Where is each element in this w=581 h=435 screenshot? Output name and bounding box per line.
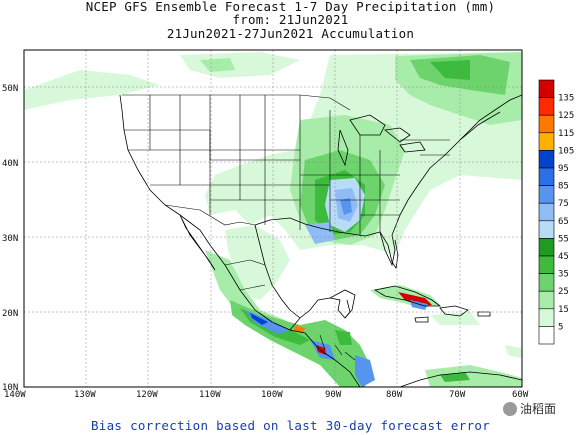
colorbar-label: 105 [558,146,574,156]
map-frame [23,49,523,388]
colorbar-swatch [538,273,555,292]
colorbar-label: 55 [558,234,569,244]
colorbar-label: 15 [558,305,569,315]
colorbar-swatch [538,238,555,257]
graticule [24,50,522,387]
lon-label: 70W [449,390,466,400]
colorbar-label: 5 [558,322,563,332]
watermark: 油稻面 [503,400,556,417]
colorbar-swatch [538,150,555,169]
colorbar-swatch [538,167,555,186]
bias-correction-caption: Bias correction based on last 30-day for… [90,418,491,433]
colorbar-swatch [538,326,555,345]
colorbar-swatch [538,185,555,204]
lon-label: 140W [4,390,26,400]
colorbar-swatch [538,79,555,98]
colorbar-swatch [538,308,555,327]
political-borders [122,94,450,361]
colorbar-label: 135 [558,94,574,104]
colorbar-swatch [538,202,555,222]
colorbar-label: 45 [558,252,569,262]
lon-label: 80W [386,390,403,400]
watermark-text: 油稻面 [520,402,557,416]
colorbar-label: 125 [558,111,574,121]
colorbar-swatch [538,290,555,310]
colorbar-label: 85 [558,182,569,192]
colorbar-swatch [538,255,555,274]
lon-axis-labels: 140W 130W 120W 110W 100W 90W 80W 70W 60W [4,390,529,400]
lon-label: 60W [512,390,529,400]
colorbar-swatch [538,114,555,134]
colorbar-label: 95 [558,164,569,174]
lat-label: 30N [2,234,18,244]
colorbar-label: 35 [558,270,569,280]
map-title-line3: 21Jun2021-27Jun2021 Accumulation [166,26,415,41]
colorbar-swatch [538,220,555,239]
colorbar: 135 125 115 105 95 85 75 65 55 45 35 25 15 5 [538,79,574,345]
map-title-line1: NCEP GFS Ensemble Forecast 1-7 Day Preci… [85,0,496,14]
coastlines [119,94,522,387]
colorbar-swatch [538,132,555,151]
colorbar-label: 65 [558,217,569,227]
precip-shading [24,52,522,387]
lon-label: 110W [199,390,221,400]
lon-label: 90W [325,390,342,400]
lat-label: 40N [2,159,18,169]
lat-label: 20N [2,309,18,319]
lon-label: 120W [136,390,158,400]
colorbar-label: 25 [558,287,569,297]
lat-label: 50N [2,84,18,94]
lat-label: 10N [2,383,18,393]
lon-label: 130W [74,390,96,400]
colorbar-label: 75 [558,199,569,209]
map-title-line2: from: 21Jun2021 [232,12,349,27]
colorbar-swatch [538,97,555,116]
lon-label: 100W [261,390,283,400]
colorbar-label: 115 [558,129,574,139]
wechat-icon [503,401,517,416]
lat-axis-labels: 10N 20N 30N 40N 50N [2,84,18,393]
